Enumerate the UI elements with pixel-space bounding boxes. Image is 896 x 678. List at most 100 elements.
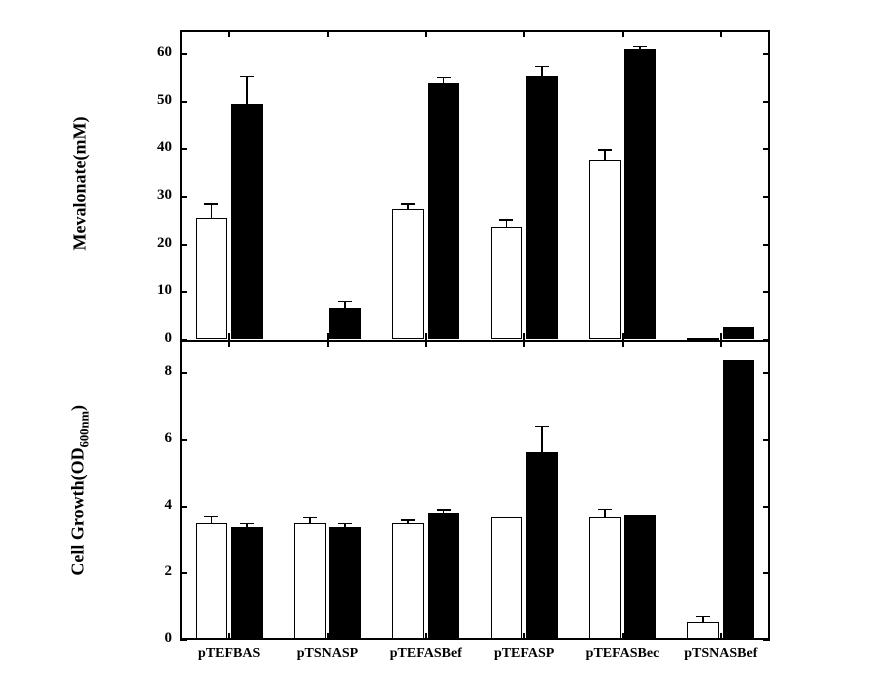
error-cap	[240, 76, 254, 78]
ytick-mark	[763, 506, 770, 508]
bar	[392, 523, 423, 639]
ytick-mark	[180, 291, 187, 293]
bar	[491, 227, 522, 339]
figure: Mevalonate(mM) Cell Growth(OD600nm) 0102…	[0, 0, 896, 678]
error-bar	[246, 77, 248, 104]
error-cap	[338, 301, 352, 303]
x-category-label: pTEFBAS	[180, 646, 278, 662]
x-category-label: pTSNASBef	[672, 646, 770, 662]
error-bar	[541, 427, 543, 452]
ytick-label: 4	[130, 497, 172, 514]
ytick-mark	[180, 372, 187, 374]
error-cap	[696, 616, 710, 618]
x-category-label: pTEFASP	[475, 646, 573, 662]
ytick-mark	[180, 506, 187, 508]
ytick-mark	[180, 639, 187, 641]
error-bar	[604, 150, 606, 160]
error-cap	[535, 426, 549, 428]
error-bar	[702, 617, 704, 622]
error-bar	[309, 517, 311, 523]
bar	[526, 76, 557, 339]
ytick-label: 40	[130, 139, 172, 156]
ytick-mark	[763, 372, 770, 374]
ytick-label: 2	[130, 563, 172, 580]
ytick-mark	[763, 53, 770, 55]
ytick-mark	[763, 639, 770, 641]
xtick-mark	[720, 333, 722, 340]
top-plot-frame	[180, 30, 770, 340]
ytick-mark	[763, 291, 770, 293]
xtick-mark	[327, 633, 329, 640]
ytick-mark	[763, 244, 770, 246]
bar	[491, 517, 522, 639]
xtick-mark	[327, 340, 329, 347]
bar	[589, 517, 620, 639]
error-cap	[598, 509, 612, 511]
ytick-mark	[180, 339, 187, 341]
bar	[526, 452, 557, 639]
xtick-mark	[622, 340, 624, 347]
bar	[329, 308, 360, 339]
error-cap	[303, 517, 317, 519]
error-cap	[437, 509, 451, 511]
ytick-mark	[180, 572, 187, 574]
bar	[624, 515, 655, 639]
bar	[294, 523, 325, 639]
error-cap	[598, 149, 612, 151]
bar	[624, 49, 655, 339]
ytick-mark	[180, 148, 187, 150]
bottom-y-axis-label: Cell Growth(OD600nm)	[68, 380, 93, 600]
bar	[196, 523, 227, 639]
error-cap	[535, 66, 549, 68]
xtick-mark	[425, 633, 427, 640]
x-category-label: pTSNASP	[278, 646, 376, 662]
xtick-mark	[327, 333, 329, 340]
error-cap	[240, 523, 254, 525]
error-bar	[344, 301, 346, 307]
ytick-label: 60	[130, 44, 172, 61]
xtick-mark	[228, 633, 230, 640]
xtick-mark	[622, 333, 624, 340]
ytick-mark	[180, 244, 187, 246]
xtick-mark	[228, 340, 230, 347]
ytick-mark	[763, 101, 770, 103]
xtick-mark	[720, 30, 722, 37]
error-bar	[541, 67, 543, 77]
ytick-mark	[763, 439, 770, 441]
bar	[392, 209, 423, 339]
bar	[231, 104, 262, 339]
xtick-mark	[425, 30, 427, 37]
ytick-label: 30	[130, 187, 172, 204]
x-category-label: pTEFASBef	[377, 646, 475, 662]
error-bar	[211, 517, 213, 524]
ytick-label: 8	[130, 363, 172, 380]
bar	[231, 527, 262, 639]
error-cap	[633, 46, 647, 48]
xtick-mark	[327, 30, 329, 37]
x-category-label: pTEFASBec	[573, 646, 671, 662]
ytick-label: 0	[130, 630, 172, 647]
bar	[196, 218, 227, 339]
ytick-mark	[763, 196, 770, 198]
bar	[723, 327, 754, 339]
bar	[687, 622, 718, 639]
xtick-mark	[523, 30, 525, 37]
ytick-mark	[180, 439, 187, 441]
ytick-label: 6	[130, 430, 172, 447]
bar	[329, 527, 360, 639]
xtick-mark	[720, 340, 722, 347]
bar	[428, 513, 459, 639]
xtick-mark	[523, 333, 525, 340]
ytick-label: 20	[130, 235, 172, 252]
bar	[428, 83, 459, 339]
error-cap	[401, 519, 415, 521]
error-cap	[437, 77, 451, 79]
error-bar	[604, 509, 606, 516]
ytick-mark	[763, 339, 770, 341]
xtick-mark	[720, 633, 722, 640]
error-cap	[204, 203, 218, 205]
ytick-mark	[180, 53, 187, 55]
error-cap	[401, 203, 415, 205]
error-bar	[443, 78, 445, 84]
ytick-mark	[180, 196, 187, 198]
